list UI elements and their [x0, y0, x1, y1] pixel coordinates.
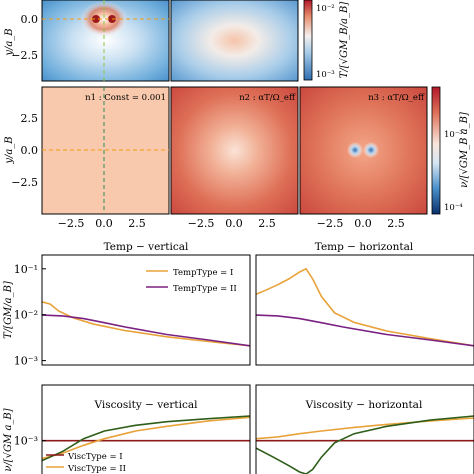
y-tick-label: 10⁻²: [14, 309, 38, 322]
colorbar-temperature-tick: 10⁻³: [316, 70, 335, 80]
x-tick-label: 0.0: [225, 217, 243, 230]
map-panel-n2: n2 : αT/Ω_eff: [170, 86, 299, 215]
colorbar-viscosity-tick: 10⁻³: [444, 130, 463, 140]
y-tick-label: 0.0: [21, 13, 39, 26]
panel-annotation: n1 : Const = 0.001: [85, 93, 166, 103]
x-tick-label: 2.5: [128, 217, 146, 230]
map-panel-n1: n1 : Const = 0.001: [41, 86, 170, 215]
series-line-2: [42, 415, 250, 462]
colorbar-viscosity-tick: 10⁻⁴: [444, 203, 463, 213]
series-line-0: [42, 301, 250, 347]
colorbar-viscosity-label: ν/[√GM_B a_B]: [459, 112, 470, 188]
legend-label: ViscType = I: [67, 452, 123, 462]
y-tick-label: 2.5: [21, 112, 39, 125]
series-line-1: [42, 314, 250, 347]
y-tick-label: 10⁻¹: [14, 263, 38, 276]
cold-spot-left: [347, 142, 363, 158]
series-line-1: [42, 416, 250, 460]
panel-annotation: n2 : αT/Ω_eff: [239, 93, 296, 103]
x-tick-label: 0.0: [95, 217, 113, 230]
colorbar-viscosity: 10⁻³ 10⁻⁴ ν/[√GM_B a_B]: [431, 86, 470, 215]
hot-spot-left: [92, 15, 100, 23]
series-line-1: [256, 417, 474, 440]
map-panel-t2: [170, 0, 299, 82]
y-tick-label: −2.5: [11, 176, 38, 189]
y-axis-label: y/a_B: [4, 136, 15, 164]
chart-title: Temp − vertical: [104, 241, 189, 253]
y-tick-label: 10⁻³: [14, 435, 38, 448]
x-tick-label: 2.5: [258, 217, 276, 230]
chart-title: Temp − horizontal: [315, 241, 414, 253]
chart-temp-vertical: Temp − vertical 10⁻¹10⁻²10⁻³ T/[GM/a_B] …: [3, 241, 251, 368]
series-line-2: [256, 415, 474, 474]
x-tick-label: −2.5: [317, 217, 344, 230]
legend-label: TempType = II: [173, 284, 237, 294]
chart-title: Viscosity − vertical: [94, 399, 199, 411]
colorbar-temperature-tick: 10⁻²: [316, 4, 335, 14]
colorbar-temperature: 10⁻² 10⁻³ T/[√GM_B/a_B]: [303, 0, 350, 81]
top-row-y-axis: y/a_B 0.0 −2.5: [4, 13, 38, 62]
y-tick-label: −2.5: [11, 49, 38, 62]
legend: TempType = I TempType = II: [146, 268, 237, 294]
x-tick-label: 0.0: [354, 217, 372, 230]
x-tick-label: −2.5: [188, 217, 215, 230]
x-tick-label: −2.5: [58, 217, 85, 230]
cold-spot-right: [363, 142, 379, 158]
legend-label: TempType = I: [173, 268, 233, 278]
map-panel-t1: [41, 0, 170, 82]
series-line-1: [256, 314, 474, 347]
colorbar-temperature-label: T/[√GM_B/a_B]: [339, 2, 350, 79]
legend-label: ViscType = II: [67, 464, 126, 474]
map-panel-n3: n3 : αT/Ω_eff: [299, 86, 428, 215]
series-line-0: [256, 267, 474, 347]
panel-annotation: n3 : αT/Ω_eff: [368, 93, 425, 103]
chart-viscosity-vertical: Viscosity − vertical 10⁻³ ν/[√GM a_B] Vi…: [3, 384, 251, 474]
y-tick-label: 0.0: [21, 144, 39, 157]
chart-title: Viscosity − horizontal: [305, 399, 423, 411]
chart-temp-horizontal: Temp − horizontal: [255, 241, 474, 366]
y-axis-label: ν/[√GM a_B]: [3, 408, 14, 471]
x-tick-label: 2.5: [387, 217, 405, 230]
legend: ViscType = I ViscType = II: [46, 452, 126, 474]
y-tick-label: 10⁻³: [14, 355, 38, 368]
y-axis-label: T/[GM/a_B]: [3, 281, 14, 339]
chart-viscosity-horizontal: Viscosity − horizontal: [255, 384, 474, 474]
middle-row-axes: y/a_B 2.5 0.0 −2.5 −2.5 0.0 2.5 −2.5 0.0…: [4, 112, 405, 230]
y-axis-label: y/a_B: [4, 28, 15, 56]
